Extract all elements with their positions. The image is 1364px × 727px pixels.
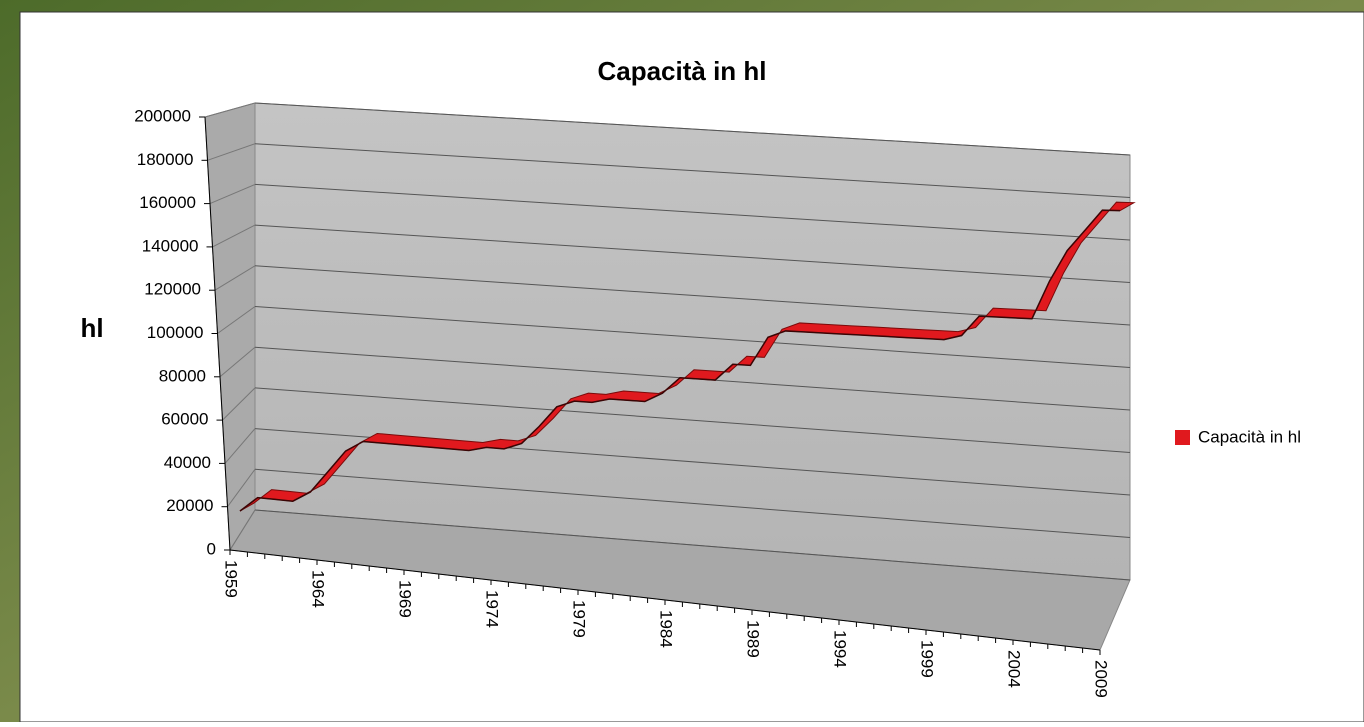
x-tick-label: 2009 <box>1092 660 1111 698</box>
chart-title: Capacità in hl <box>597 56 766 86</box>
legend-swatch <box>1175 430 1190 445</box>
y-tick-label: 120000 <box>144 280 201 299</box>
x-tick-label: 1999 <box>918 640 937 678</box>
grid-line <box>254 265 1131 326</box>
side-grid-line <box>214 265 256 291</box>
x-tick-label: 1989 <box>744 620 763 658</box>
y-tick-label: 0 <box>207 539 216 558</box>
legend-label: Capacità in hl <box>1198 427 1301 446</box>
y-tick-label: 60000 <box>161 410 208 429</box>
y-tick-label: 140000 <box>142 236 199 255</box>
grid-line <box>254 468 1131 538</box>
side-grid-line <box>209 183 256 205</box>
grid-line <box>254 183 1131 241</box>
grid-line <box>254 102 1131 156</box>
x-tick-label: 1959 <box>222 560 241 598</box>
grid-line <box>254 387 1131 453</box>
x-tick-label: 1984 <box>657 610 676 648</box>
side-grid-line <box>217 306 256 334</box>
y-axis <box>204 116 231 551</box>
side-grid-line <box>224 428 256 464</box>
y-axis-label: hl <box>80 313 103 343</box>
y-tick-label: 100000 <box>147 323 204 342</box>
grid-line <box>254 509 1131 581</box>
side-grid-line <box>229 509 256 551</box>
y-tick-label: 20000 <box>166 496 213 515</box>
side-grid-line <box>219 346 256 378</box>
side-grid-line <box>222 387 256 421</box>
x-tick-label: 1994 <box>831 630 850 668</box>
y-tick-label: 180000 <box>137 150 194 169</box>
y-tick-label: 200000 <box>134 106 191 125</box>
x-tick-label: 2004 <box>1005 650 1024 688</box>
line <box>239 209 1121 512</box>
x-tick-label: 1964 <box>309 570 328 608</box>
y-tick-label: 80000 <box>159 366 206 385</box>
side-grid-line <box>212 224 256 248</box>
side-grid-line <box>204 102 256 118</box>
side-grid-line <box>227 469 256 507</box>
back-wall <box>254 102 1131 581</box>
grid-line <box>254 224 1131 283</box>
x-tick-label: 1979 <box>570 600 589 638</box>
x-tick-label: 1969 <box>396 580 415 618</box>
x-tick-label: 1974 <box>483 590 502 628</box>
grid-line <box>254 306 1131 368</box>
side-grid-line <box>207 143 256 161</box>
y-tick-label: 40000 <box>164 453 211 472</box>
grid-line <box>254 143 1131 198</box>
y-tick-label: 160000 <box>139 193 196 212</box>
